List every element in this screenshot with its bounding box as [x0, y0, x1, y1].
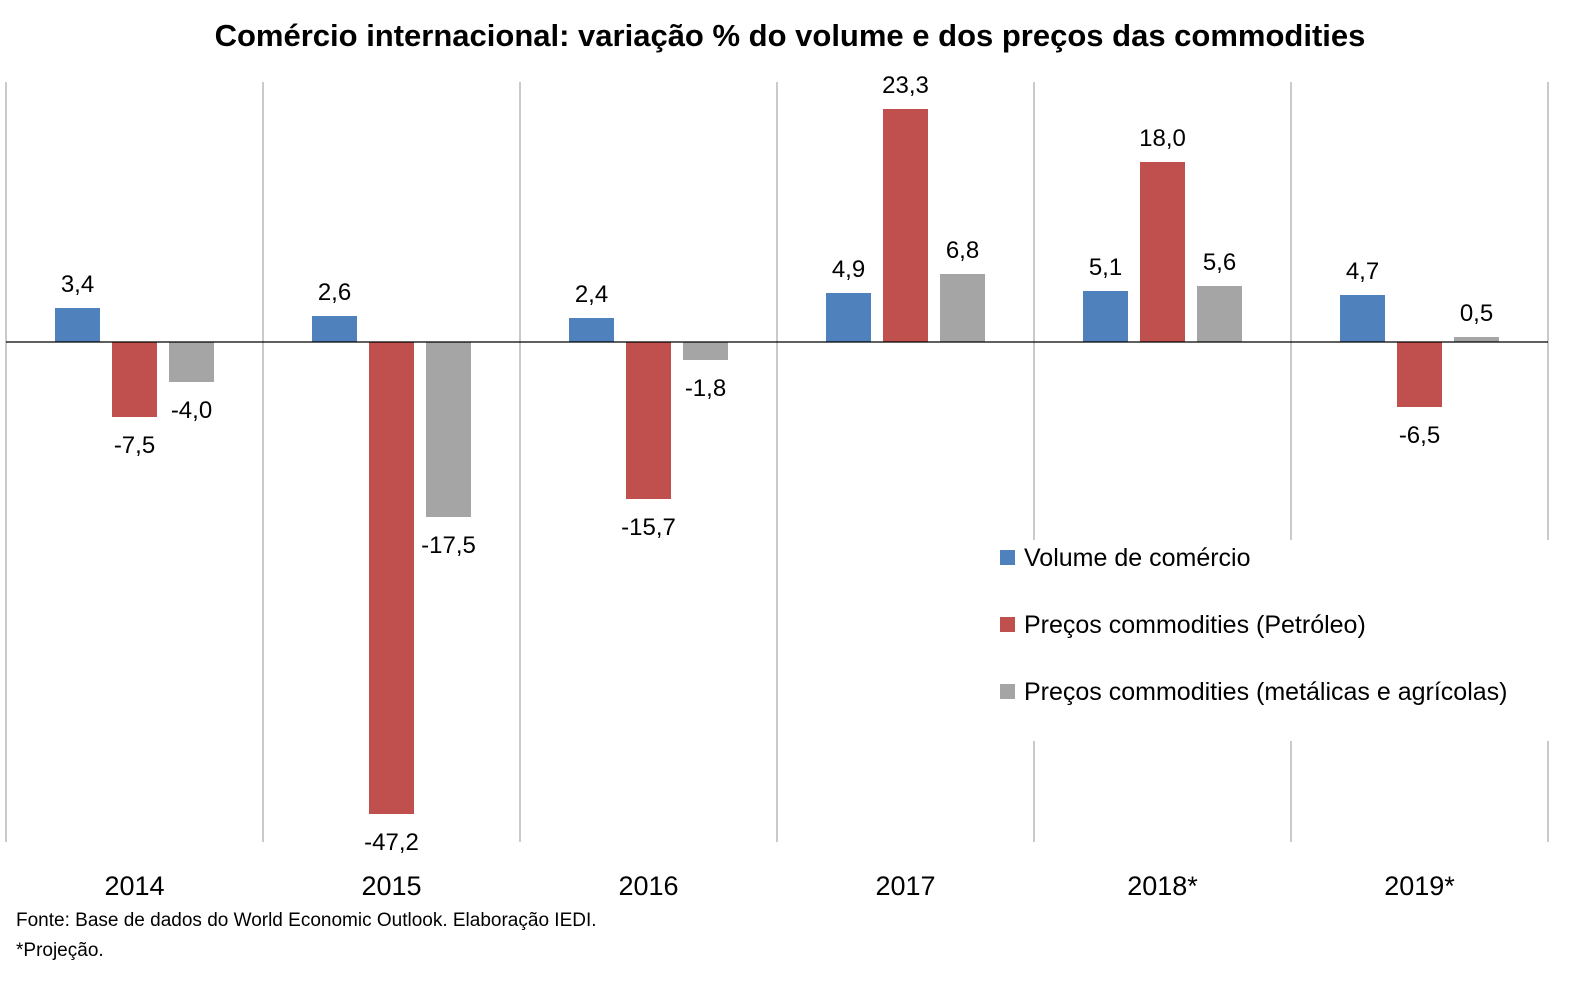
tick-label-2019: 2019* [1384, 871, 1455, 901]
bar-metalicas-2018 [1197, 286, 1242, 342]
data-label-petroleo-2016: -15,7 [621, 514, 676, 541]
legend-item-petroleo: Preços commodities (Petróleo) [990, 607, 1560, 674]
bar-volume-2017 [826, 293, 871, 342]
bar-chart: 3,4 -7,5 -4,0 2,6 -47,2 -17,5 2,4 -15,7 -1,8 4,9 2… [5, 72, 1549, 901]
data-label-petroleo-2014: -7,5 [114, 432, 155, 459]
data-label-metalicas-2014: -4,0 [171, 397, 212, 424]
bar-metalicas-2019 [1454, 337, 1499, 342]
data-label-petroleo-2017: 23,3 [882, 72, 929, 99]
legend-swatch-volume [1000, 550, 1015, 565]
tick-label-2014: 2014 [104, 871, 164, 901]
bar-petroleo-2018 [1140, 162, 1185, 342]
data-label-volume-2019: 4,7 [1346, 258, 1379, 285]
bar-volume-2018 [1083, 291, 1128, 342]
data-label-metalicas-2015: -17,5 [421, 532, 476, 559]
source-note: Fonte: Base de dados do World Economic O… [16, 910, 597, 931]
bars [55, 109, 1499, 814]
tick-label-2016: 2016 [618, 871, 678, 901]
legend-label-metalicas: Preços commodities (metálicas e agrícola… [1024, 678, 1508, 706]
data-label-petroleo-2015: -47,2 [364, 829, 419, 856]
tick-label-2017: 2017 [875, 871, 935, 901]
bar-volume-2015 [312, 316, 357, 342]
data-label-volume-2015: 2,6 [318, 279, 351, 306]
bar-petroleo-2019 [1397, 342, 1442, 407]
bar-volume-2019 [1340, 295, 1385, 342]
data-label-metalicas-2018: 5,6 [1203, 249, 1236, 276]
data-label-volume-2014: 3,4 [61, 271, 94, 298]
legend: Volume de comércio Preços commodities (P… [990, 540, 1560, 741]
chart-title: Comércio internacional: variação % do vo… [214, 18, 1366, 53]
tick-label-2015: 2015 [361, 871, 421, 901]
bar-metalicas-2017 [940, 274, 985, 342]
legend-item-metalicas: Preços commodities (metálicas e agrícola… [990, 674, 1560, 741]
legend-swatch-metalicas [1000, 684, 1015, 699]
data-label-petroleo-2019: -6,5 [1399, 422, 1440, 449]
legend-swatch-petroleo [1000, 617, 1015, 632]
data-label-metalicas-2017: 6,8 [946, 237, 979, 264]
bar-petroleo-2015 [369, 342, 414, 814]
bar-metalicas-2015 [426, 342, 471, 517]
legend-item-volume: Volume de comércio [990, 540, 1560, 607]
projection-note: *Projeção. [16, 940, 104, 961]
data-label-volume-2017: 4,9 [832, 256, 865, 283]
bar-petroleo-2016 [626, 342, 671, 499]
data-label-volume-2018: 5,1 [1089, 254, 1122, 281]
category-tick-labels: 2014 2015 2016 2017 2018* 2019* [104, 871, 1455, 901]
legend-label-volume: Volume de comércio [1024, 544, 1251, 572]
data-label-metalicas-2016: -1,8 [685, 375, 726, 402]
tick-label-2018: 2018* [1127, 871, 1198, 901]
legend-label-petroleo: Preços commodities (Petróleo) [1024, 611, 1366, 639]
data-labels: 3,4 -7,5 -4,0 2,6 -47,2 -17,5 2,4 -15,7 -1,8 4,9 2… [61, 72, 1493, 856]
bar-volume-2016 [569, 318, 614, 342]
bar-petroleo-2014 [112, 342, 157, 417]
data-label-volume-2016: 2,4 [575, 281, 608, 308]
data-label-petroleo-2018: 18,0 [1139, 125, 1186, 152]
bar-volume-2014 [55, 308, 100, 342]
bar-metalicas-2016 [683, 342, 728, 360]
bar-metalicas-2014 [169, 342, 214, 382]
bar-petroleo-2017 [883, 109, 928, 342]
data-label-metalicas-2019: 0,5 [1460, 300, 1493, 327]
